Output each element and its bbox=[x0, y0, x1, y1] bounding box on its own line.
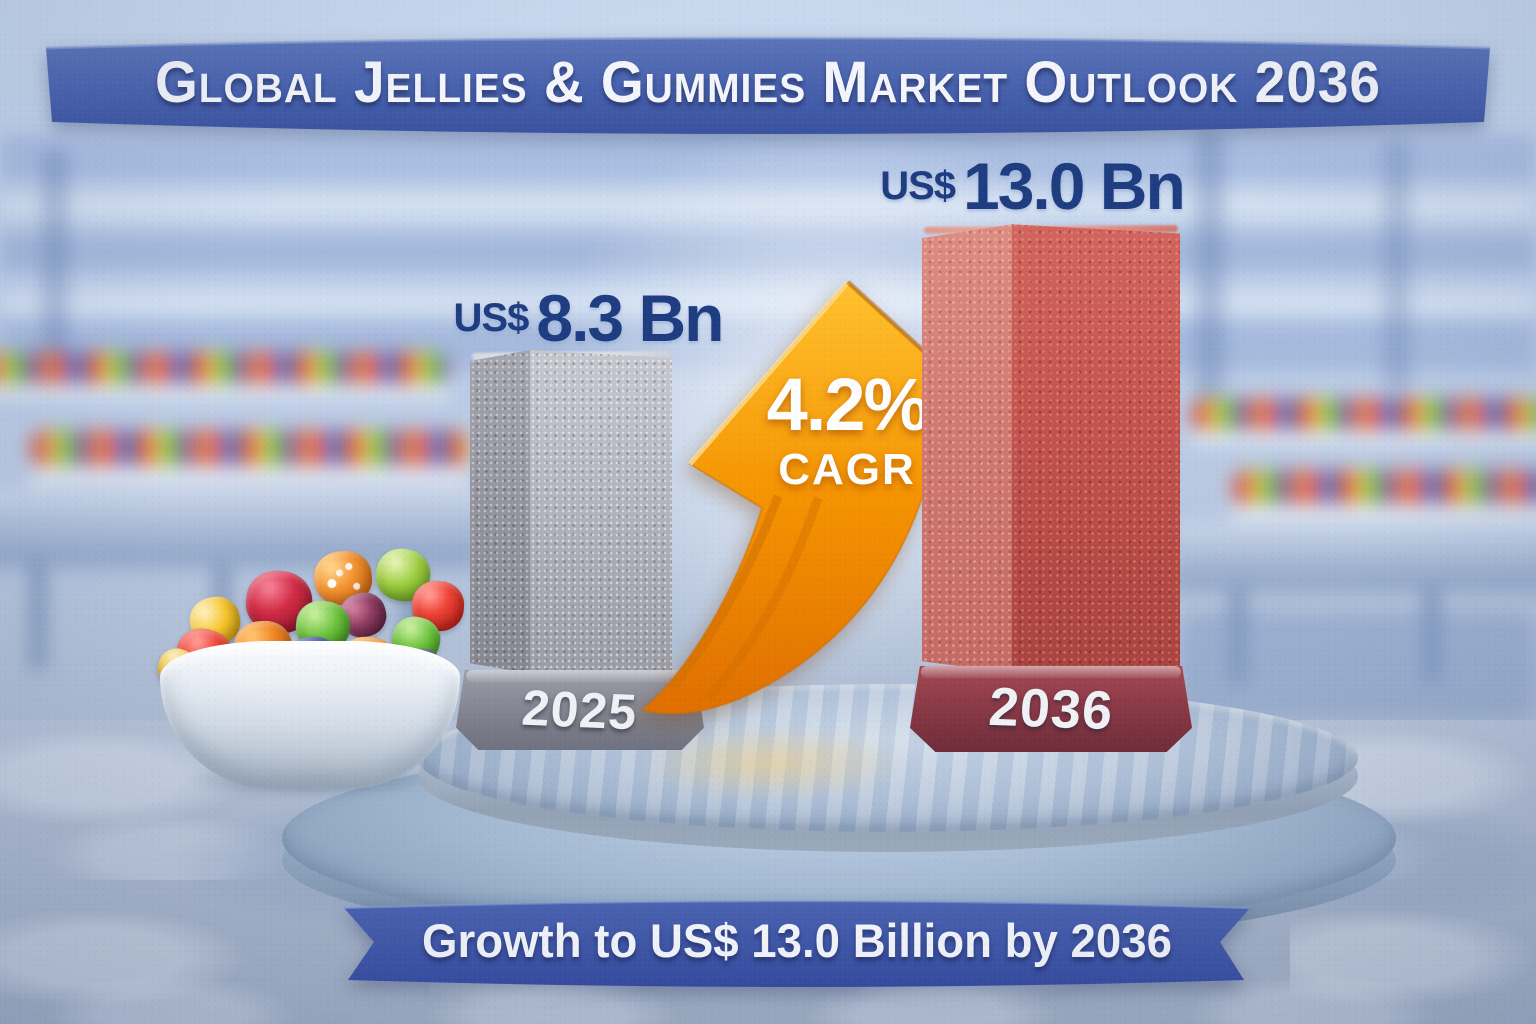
year-label-2036: 2036 bbox=[986, 676, 1116, 742]
background-shelf-post bbox=[1196, 130, 1224, 400]
bar-2025-front-face bbox=[530, 350, 672, 680]
background-table-leg bbox=[1424, 588, 1440, 683]
bar-2036 bbox=[922, 222, 1180, 682]
cagr-annotation: 4.2% CAGR bbox=[672, 368, 1022, 497]
cagr-rate: 4.2% bbox=[766, 363, 930, 446]
candy-bowl bbox=[144, 544, 478, 803]
bar-2025-side-face bbox=[470, 350, 530, 674]
plinth-bevel bbox=[465, 670, 695, 682]
background-table bbox=[1172, 522, 1536, 592]
bar-2036-side-face bbox=[922, 224, 1012, 673]
bar-2036-front-face bbox=[1012, 224, 1180, 682]
value-amount: 8.3 Bn bbox=[536, 281, 724, 355]
value-label-2036: US$ 13.0 Bn bbox=[852, 148, 1212, 224]
footer-banner: Growth to US$ 13.0 Billion by 2036 bbox=[336, 892, 1258, 992]
footer-text: Growth to US$ 13.0 Billion by 2036 bbox=[422, 913, 1172, 967]
title-text: Global Jellies & Gummies Market Outlook … bbox=[154, 49, 1382, 115]
value-amount: 13.0 Bn bbox=[963, 149, 1186, 223]
plinth-bevel bbox=[921, 666, 1181, 678]
background-tray-edge bbox=[1190, 430, 1536, 448]
value-label-2025: US$ 8.3 Bn bbox=[418, 280, 758, 356]
background-tray-edge bbox=[1232, 504, 1536, 524]
plinth-2036: 2036 bbox=[910, 666, 1192, 752]
background-tray-edge bbox=[30, 466, 470, 488]
currency-prefix: US$ bbox=[453, 296, 530, 340]
background-table-leg bbox=[1230, 588, 1246, 683]
background-tray-edge bbox=[0, 384, 450, 402]
background-candy-tray bbox=[0, 352, 450, 386]
background-candy-tray bbox=[1232, 470, 1536, 506]
background-candy-tray bbox=[1190, 398, 1536, 432]
background-candy-tray bbox=[30, 430, 470, 468]
currency-prefix: US$ bbox=[880, 164, 956, 208]
bar-2025 bbox=[470, 346, 672, 680]
cagr-metric: CAGR bbox=[778, 445, 916, 494]
background-floor-band bbox=[1180, 612, 1536, 720]
bowl bbox=[160, 641, 460, 789]
background-table-leg bbox=[30, 560, 46, 670]
title-ribbon-shape bbox=[45, 36, 1491, 134]
background-shelf-post bbox=[1384, 140, 1410, 390]
title-banner: Global Jellies & Gummies Market Outlook … bbox=[36, 28, 1500, 142]
footer-ribbon-shape bbox=[343, 899, 1251, 987]
